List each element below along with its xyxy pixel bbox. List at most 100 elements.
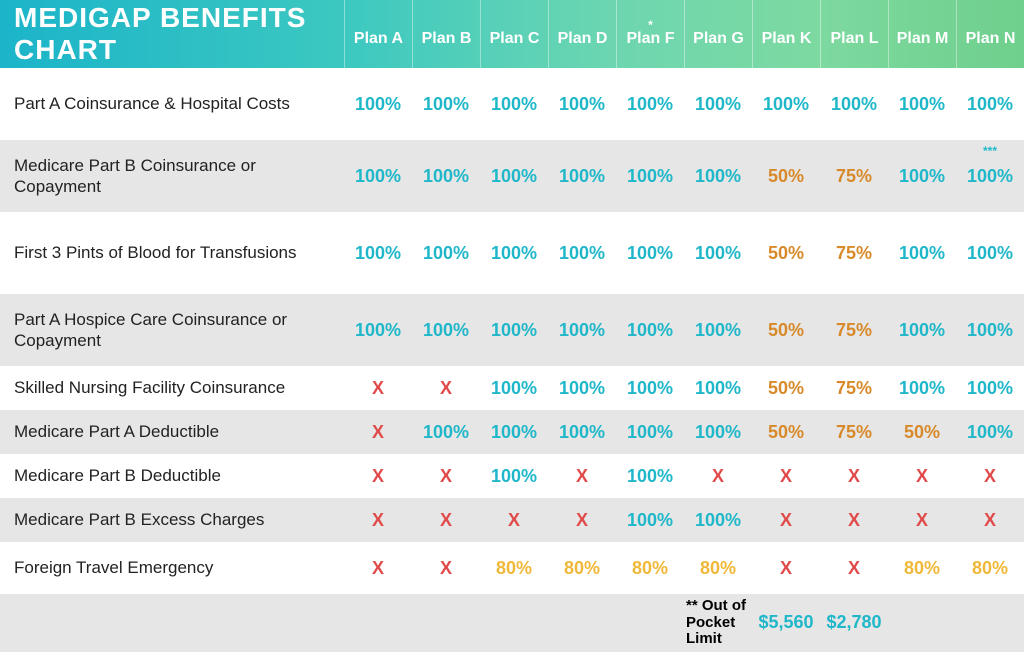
value-cell: 100% [344, 140, 412, 212]
value-cell [412, 594, 480, 652]
plan-label: Plan B [422, 30, 472, 48]
value-cell: 100% [480, 68, 548, 140]
value-text: 100% [967, 320, 1013, 341]
table-row: Medicare Part B Coinsurance or Copayment… [0, 140, 1024, 212]
value-cell: 100% [480, 366, 548, 410]
value-text: 100% [695, 320, 741, 341]
value-text: 100% [899, 320, 945, 341]
benefit-label: Medicare Part B Deductible [0, 454, 344, 498]
value-cell: 100% [684, 68, 752, 140]
value-cell: X [412, 366, 480, 410]
value-cell: X [344, 542, 412, 594]
plan-label: Plan D [558, 30, 608, 48]
value-text: 80% [564, 558, 600, 579]
value-cell: 100% [956, 212, 1024, 294]
value-text: 100% [763, 94, 809, 115]
value-text: 100% [627, 422, 673, 443]
plan-label: Plan F [626, 30, 674, 48]
value-text: X [984, 510, 996, 531]
value-text: 80% [700, 558, 736, 579]
value-text: 100% [491, 466, 537, 487]
value-cell [344, 594, 412, 652]
plan-label: Plan K [762, 30, 812, 48]
value-text: 100% [899, 243, 945, 264]
value-cell: 100% [616, 212, 684, 294]
value-cell: 75% [820, 140, 888, 212]
value-cell: 100% [888, 68, 956, 140]
value-cell [888, 594, 956, 652]
table-row: Medicare Part B Excess ChargesXXXX100%10… [0, 498, 1024, 542]
value-text: X [440, 510, 452, 531]
value-text: 100% [491, 378, 537, 399]
value-cell: X [344, 410, 412, 454]
value-text: 100% [967, 243, 1013, 264]
value-text: 100% [627, 166, 673, 187]
value-text: 50% [768, 243, 804, 264]
value-text: 100% [695, 243, 741, 264]
value-text: 100% [559, 378, 605, 399]
value-cell: X [956, 454, 1024, 498]
value-text: X [848, 558, 860, 579]
value-text: 100% [627, 378, 673, 399]
value-cell: X [752, 498, 820, 542]
value-text: 100% [627, 243, 673, 264]
plan-header: Plan N [956, 0, 1024, 68]
value-text: 100% [695, 510, 741, 531]
value-text: 100% [831, 94, 877, 115]
value-text: X [916, 510, 928, 531]
value-cell [548, 594, 616, 652]
value-text: 100% [355, 94, 401, 115]
value-cell: 100% [956, 294, 1024, 366]
value-cell: X [412, 454, 480, 498]
value-cell: 100% [616, 454, 684, 498]
value-text: 100% [967, 422, 1013, 443]
value-text: 100% [627, 510, 673, 531]
value-text: 100% [967, 94, 1013, 115]
value-cell: 80% [548, 542, 616, 594]
value-text: 100% [627, 320, 673, 341]
value-cell: 75% [820, 410, 888, 454]
plan-header: Plan K [752, 0, 820, 68]
value-text: 100% [559, 94, 605, 115]
plan-header: Plan G [684, 0, 752, 68]
value-cell: 50% [752, 294, 820, 366]
value-text: X [576, 466, 588, 487]
plan-label: Plan A [354, 30, 403, 48]
value-cell: X [344, 498, 412, 542]
value-text: 80% [972, 558, 1008, 579]
value-cell: 100% [684, 212, 752, 294]
value-text: $2,780 [826, 612, 881, 633]
value-text: 100% [559, 320, 605, 341]
plan-header: Plan A [344, 0, 412, 68]
value-cell [616, 594, 684, 652]
value-cell: 100% [412, 68, 480, 140]
value-text: 100% [627, 94, 673, 115]
value-cell: X [480, 498, 548, 542]
value-cell: X [412, 498, 480, 542]
value-text: $5,560 [758, 612, 813, 633]
value-cell: 80% [480, 542, 548, 594]
value-note: *** [983, 146, 997, 156]
value-cell: ***100% [956, 140, 1024, 212]
out-of-pocket-label: ** Out of Pocket Limit [684, 594, 752, 652]
value-cell: 100% [412, 212, 480, 294]
value-text: 50% [904, 422, 940, 443]
value-cell: 100% [480, 454, 548, 498]
value-text: X [372, 422, 384, 443]
value-text: X [848, 466, 860, 487]
value-text: 80% [496, 558, 532, 579]
value-cell: 50% [752, 366, 820, 410]
value-cell: X [752, 454, 820, 498]
value-text: 100% [695, 378, 741, 399]
plan-header: Plan M [888, 0, 956, 68]
value-text: X [440, 558, 452, 579]
value-cell: 75% [820, 366, 888, 410]
value-cell: X [820, 454, 888, 498]
value-text: 100% [899, 378, 945, 399]
plan-header: Plan B [412, 0, 480, 68]
value-text: 100% [695, 94, 741, 115]
value-text: 75% [836, 166, 872, 187]
header-row: MEDIGAP BENEFITS CHART Plan APlan BPlan … [0, 0, 1024, 68]
value-cell: 75% [820, 294, 888, 366]
value-cell: X [344, 366, 412, 410]
